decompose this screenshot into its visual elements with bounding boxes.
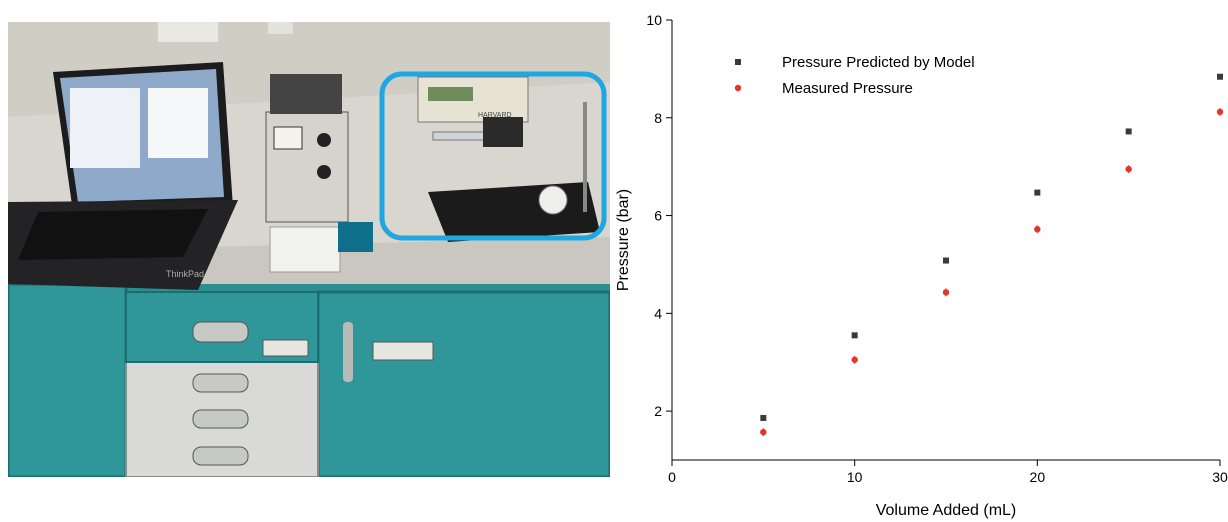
power-supply-meter: [273, 126, 303, 150]
breadboard: [269, 226, 341, 273]
data-point: [943, 257, 949, 264]
laptop-window: [70, 88, 140, 168]
power-supply-knob: [317, 133, 331, 147]
cabinet-door-right: [316, 290, 610, 477]
data-point: [851, 332, 858, 339]
laptop-keyboard: [18, 209, 208, 260]
y-tick-label: 4: [654, 305, 662, 321]
data-point: [1034, 189, 1041, 196]
y-tick-label: 8: [654, 110, 662, 126]
data-marks: [760, 73, 1224, 437]
stand-rod: [583, 102, 587, 212]
power-supply-heatsink: [270, 74, 342, 114]
data-point: [851, 356, 858, 363]
arduino-board: [338, 222, 373, 252]
drawer-handle: [192, 373, 249, 393]
pressure-sensor: [483, 117, 523, 147]
lab-setup-photo: ThinkPad HARVARD: [8, 22, 610, 477]
highlight-box: [379, 71, 607, 241]
laptop-window: [148, 88, 208, 158]
door-handle: [343, 322, 353, 382]
stand-base: [428, 182, 600, 242]
drawer-handle: [192, 321, 249, 343]
legend-label: Measured Pressure: [782, 80, 913, 97]
pump-brand-label: HARVARD: [478, 112, 512, 119]
pressure-chart: 0 10 20 30 2 4 6 8 10 Pressure Predicted by Mod…: [615, 12, 1228, 519]
wall-socket: [158, 22, 218, 42]
series-2: [760, 107, 1224, 437]
data-point: [1125, 165, 1132, 173]
x-tick-label: 10: [847, 469, 863, 485]
series-1: [760, 73, 1223, 421]
legend-marker: [735, 59, 741, 65]
chart-axes: [671, 20, 1220, 461]
y-tick-label: 10: [646, 12, 662, 28]
x-ticks: 0 10 20 30: [668, 460, 1228, 485]
syringe-pump-display: [428, 87, 473, 101]
data-point: [1216, 108, 1224, 116]
legend-label: Pressure Predicted by Model: [782, 54, 975, 71]
x-tick-label: 30: [1212, 469, 1228, 485]
data-point: [760, 414, 767, 421]
data-point: [1034, 226, 1041, 233]
label-holder: [262, 339, 309, 357]
y-ticks: 2 4 6 8 10: [646, 12, 672, 419]
data-point: [1125, 128, 1132, 135]
laptop-brand-label: ThinkPad: [166, 269, 204, 279]
power-supply-knob: [317, 165, 331, 179]
data-point: [942, 289, 950, 296]
wall-socket: [268, 22, 293, 34]
x-tick-label: 0: [668, 469, 676, 485]
drawer-handle: [192, 409, 249, 429]
valve-manifold: [538, 185, 568, 215]
data-point: [760, 428, 767, 436]
cabinet-door-left: [8, 282, 128, 477]
data-point: [1217, 73, 1223, 80]
x-tick-label: 20: [1030, 469, 1046, 485]
x-axis-title: Volume Added (mL): [876, 502, 1017, 519]
legend: Pressure Predicted by Model Measured Pres…: [734, 54, 975, 97]
drawer-handle: [192, 446, 249, 466]
y-tick-label: 2: [654, 403, 662, 419]
label-holder: [372, 341, 434, 361]
y-axis-title: Pressure (bar): [615, 189, 632, 291]
legend-marker: [734, 84, 742, 92]
y-tick-label: 6: [654, 208, 662, 224]
